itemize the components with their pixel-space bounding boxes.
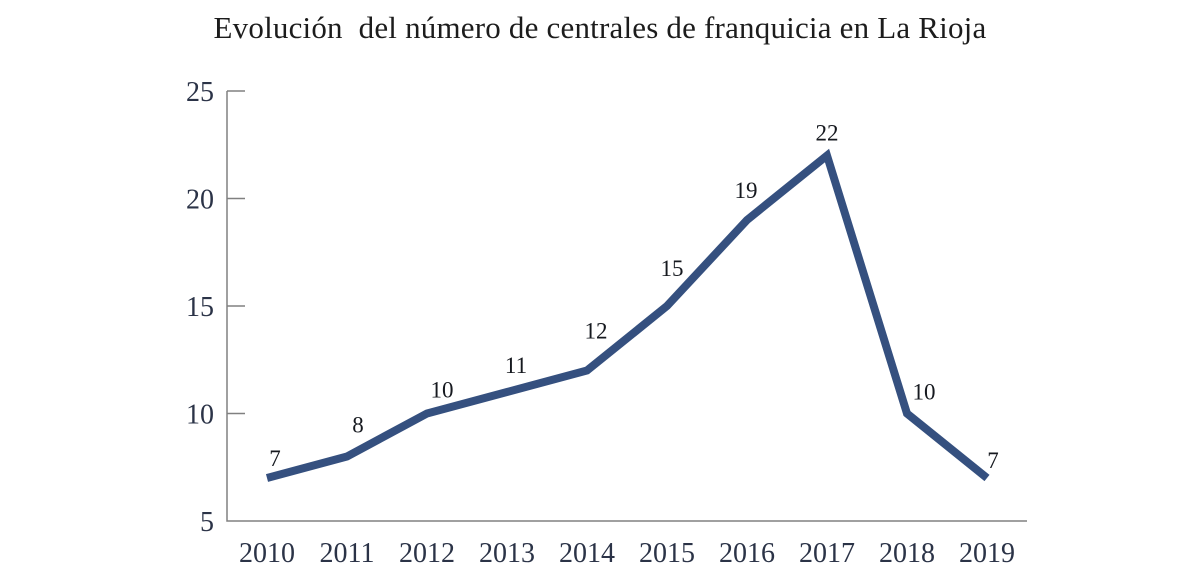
data-label: 11 xyxy=(505,353,527,378)
x-tick-label: 2019 xyxy=(959,538,1015,569)
x-tick-label: 2015 xyxy=(639,538,695,569)
x-tick-label: 2013 xyxy=(479,538,535,569)
x-tick-label: 2011 xyxy=(320,538,375,569)
data-label: 7 xyxy=(987,448,999,473)
data-label: 8 xyxy=(352,413,364,438)
chart-title: Evolución del número de centrales de fra… xyxy=(213,10,987,45)
x-tick-label: 2017 xyxy=(799,538,855,569)
data-label: 10 xyxy=(431,378,454,403)
y-tick-label: 10 xyxy=(186,400,214,431)
x-tick-label: 2016 xyxy=(719,538,775,569)
data-label: 22 xyxy=(816,121,839,146)
x-tick-label: 2010 xyxy=(239,538,295,569)
y-tick-label: 25 xyxy=(186,77,214,108)
y-tick-label: 20 xyxy=(186,185,214,216)
x-tick-label: 2018 xyxy=(879,538,935,569)
data-label: 15 xyxy=(661,256,684,281)
data-label: 12 xyxy=(585,319,608,344)
axis-lines xyxy=(226,91,1027,522)
x-tick-label: 2014 xyxy=(559,538,615,569)
data-label: 7 xyxy=(269,446,281,471)
y-tick-label: 5 xyxy=(200,507,214,538)
line-series xyxy=(265,148,990,482)
data-label: 10 xyxy=(913,380,936,405)
y-tick-label: 15 xyxy=(186,292,214,323)
x-tick-label: 2012 xyxy=(399,538,455,569)
data-label: 19 xyxy=(735,178,758,203)
